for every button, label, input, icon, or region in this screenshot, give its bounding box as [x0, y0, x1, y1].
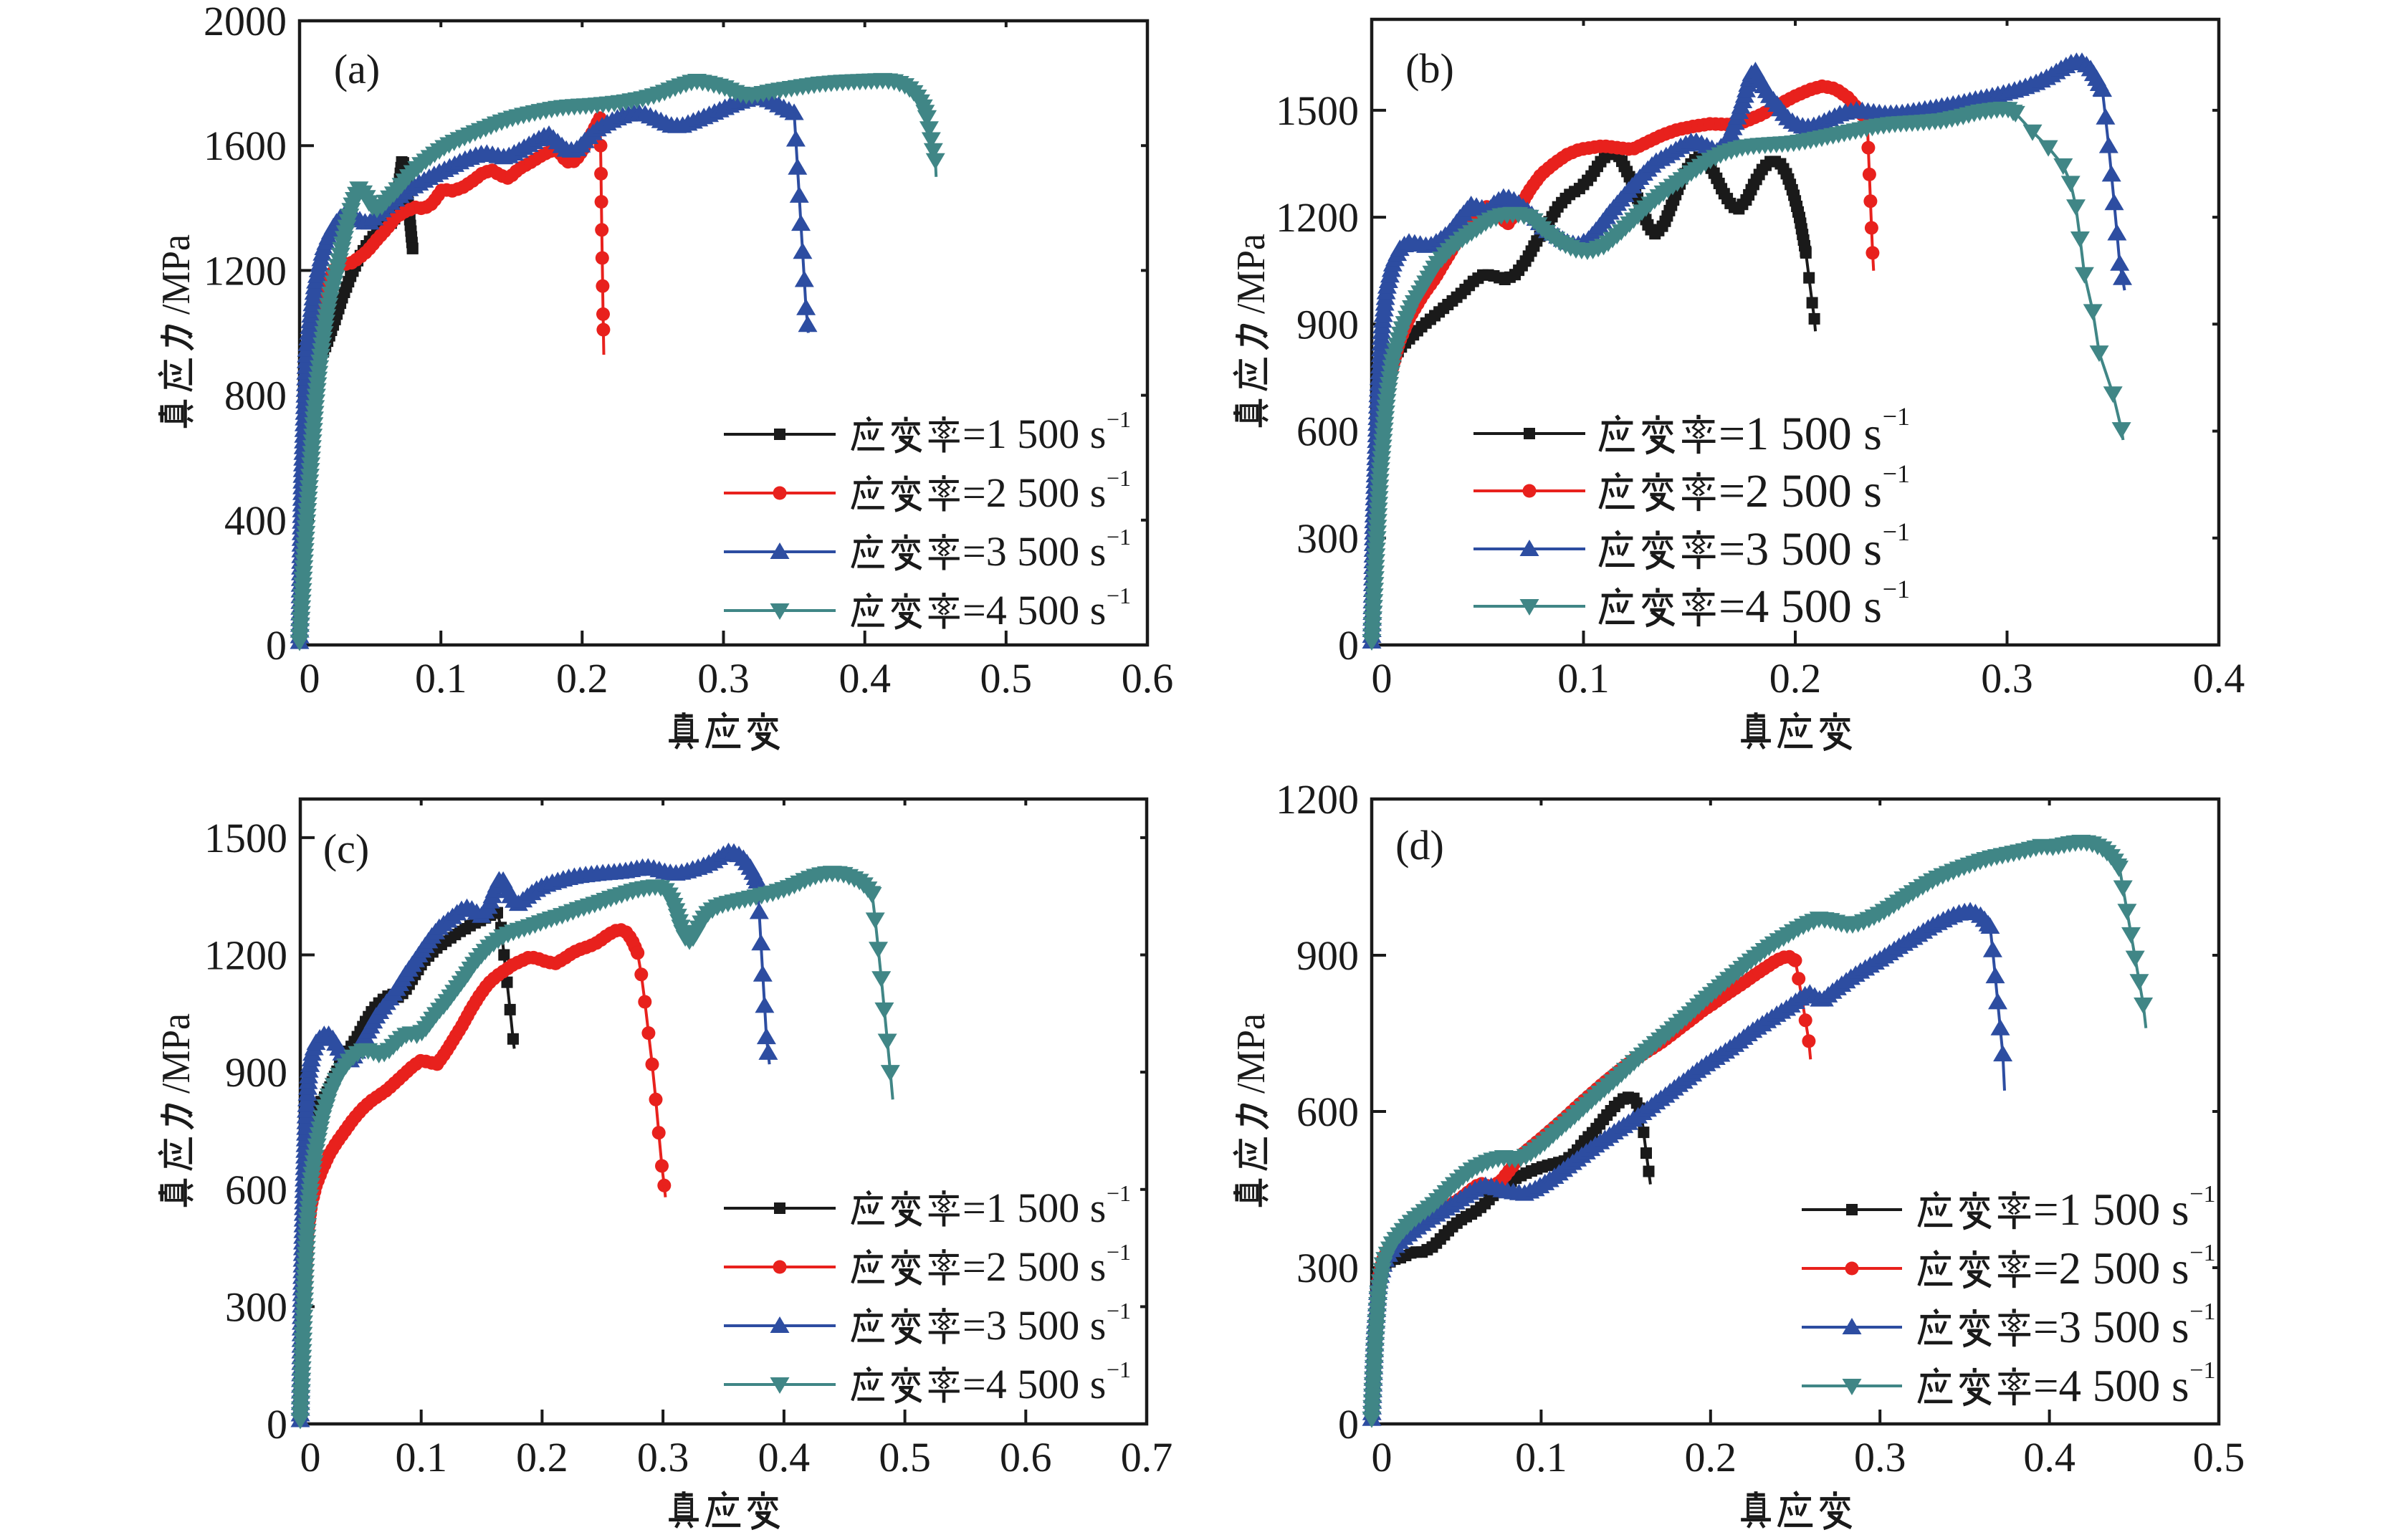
svg-text:0.3: 0.3: [697, 655, 750, 702]
svg-text:600: 600: [225, 1167, 287, 1213]
svg-text:0: 0: [266, 622, 287, 669]
svg-text:0.1: 0.1: [415, 655, 467, 702]
svg-text:−1: −1: [1107, 583, 1131, 608]
svg-text:/MPa: /MPa: [154, 1013, 199, 1094]
svg-text:−1: −1: [1883, 575, 1910, 603]
svg-text:0.2: 0.2: [556, 655, 608, 702]
svg-text:−1: −1: [1107, 1239, 1131, 1265]
svg-text:0.5: 0.5: [2193, 1434, 2245, 1481]
svg-text:−1: −1: [1107, 465, 1131, 491]
svg-text:900: 900: [1296, 932, 1359, 979]
svg-text:/MPa: /MPa: [1229, 234, 1274, 314]
svg-text:900: 900: [1296, 301, 1359, 348]
svg-text:0.6: 0.6: [1122, 655, 1174, 702]
svg-text:=3 500 s: =3 500 s: [962, 1302, 1106, 1349]
svg-text:=2 500 s: =2 500 s: [2033, 1243, 2189, 1293]
svg-text:−1: −1: [2189, 1240, 2215, 1266]
svg-text:0: 0: [1338, 1401, 1359, 1448]
svg-text:0.3: 0.3: [1854, 1434, 1906, 1481]
svg-text:=3 500 s: =3 500 s: [962, 528, 1106, 575]
svg-text:0.7: 0.7: [1121, 1434, 1173, 1481]
svg-text:=1 500 s: =1 500 s: [962, 411, 1106, 457]
svg-text:400: 400: [224, 497, 287, 544]
svg-text:0.2: 0.2: [1769, 655, 1822, 702]
svg-text:1500: 1500: [204, 815, 287, 861]
svg-text:−1: −1: [1107, 1298, 1131, 1324]
svg-text:0: 0: [300, 655, 320, 702]
svg-text:1200: 1200: [1276, 194, 1359, 241]
svg-text:(a): (a): [334, 46, 380, 92]
svg-text:300: 300: [225, 1283, 287, 1330]
svg-text:0: 0: [1372, 1434, 1393, 1481]
svg-text:−1: −1: [2189, 1299, 2215, 1325]
svg-text:0.1: 0.1: [1515, 1434, 1567, 1481]
svg-text:(c): (c): [323, 826, 369, 872]
svg-text:−1: −1: [1107, 524, 1131, 550]
svg-text:1500: 1500: [1276, 87, 1359, 134]
svg-text:300: 300: [1296, 515, 1359, 562]
svg-text:−1: −1: [2189, 1357, 2215, 1384]
svg-text:=3 500 s: =3 500 s: [2033, 1302, 2189, 1352]
svg-text:=4 500 s: =4 500 s: [962, 587, 1106, 633]
svg-text:600: 600: [1296, 408, 1359, 455]
svg-text:=3 500 s: =3 500 s: [1719, 523, 1882, 575]
svg-text:0.3: 0.3: [637, 1434, 689, 1481]
svg-text:1200: 1200: [204, 247, 287, 294]
svg-text:900: 900: [225, 1049, 287, 1096]
svg-text:0.4: 0.4: [758, 1434, 811, 1481]
svg-text:=2 500 s: =2 500 s: [962, 469, 1106, 516]
svg-text:(d): (d): [1395, 822, 1444, 869]
svg-text:0.4: 0.4: [839, 655, 891, 702]
svg-text:0: 0: [1372, 655, 1393, 702]
svg-text:0.1: 0.1: [395, 1434, 447, 1481]
svg-text:−1: −1: [1107, 1357, 1131, 1382]
svg-text:−1: −1: [1883, 517, 1910, 546]
svg-text:1200: 1200: [204, 932, 287, 979]
svg-text:0.2: 0.2: [516, 1434, 568, 1481]
svg-text:/MPa: /MPa: [1229, 1013, 1274, 1094]
svg-text:=4 500 s: =4 500 s: [2033, 1361, 2189, 1411]
svg-text:−1: −1: [1107, 406, 1131, 432]
svg-text:=1 500 s: =1 500 s: [1719, 408, 1882, 460]
svg-text:0.4: 0.4: [2023, 1434, 2075, 1481]
svg-text:600: 600: [1296, 1089, 1359, 1135]
svg-text:0.3: 0.3: [1981, 655, 2033, 702]
svg-text:(b): (b): [1405, 45, 1454, 92]
svg-text:0: 0: [300, 1434, 321, 1481]
svg-text:/MPa: /MPa: [154, 234, 199, 315]
svg-text:0.2: 0.2: [1685, 1434, 1737, 1481]
svg-text:2000: 2000: [204, 0, 287, 44]
svg-text:1200: 1200: [1276, 776, 1359, 823]
svg-text:−1: −1: [1883, 402, 1910, 431]
svg-text:=2 500 s: =2 500 s: [962, 1243, 1106, 1290]
svg-text:800: 800: [224, 373, 287, 419]
svg-text:=1 500 s: =1 500 s: [2033, 1185, 2189, 1235]
svg-text:1600: 1600: [204, 123, 287, 169]
svg-text:−1: −1: [1107, 1180, 1131, 1206]
svg-text:=1 500 s: =1 500 s: [962, 1185, 1106, 1231]
svg-text:300: 300: [1296, 1245, 1359, 1291]
svg-text:0.5: 0.5: [980, 655, 1033, 702]
svg-text:0.1: 0.1: [1557, 655, 1610, 702]
svg-text:=4 500 s: =4 500 s: [1719, 580, 1882, 633]
svg-text:0: 0: [267, 1401, 287, 1448]
svg-text:=4 500 s: =4 500 s: [962, 1361, 1106, 1407]
svg-text:−1: −1: [2189, 1181, 2215, 1207]
svg-text:=2 500 s: =2 500 s: [1719, 465, 1882, 517]
svg-text:0.6: 0.6: [1000, 1434, 1052, 1481]
svg-text:0: 0: [1338, 622, 1359, 669]
svg-text:−1: −1: [1883, 459, 1910, 488]
svg-text:0.4: 0.4: [2193, 655, 2245, 702]
svg-text:0.5: 0.5: [879, 1434, 931, 1481]
